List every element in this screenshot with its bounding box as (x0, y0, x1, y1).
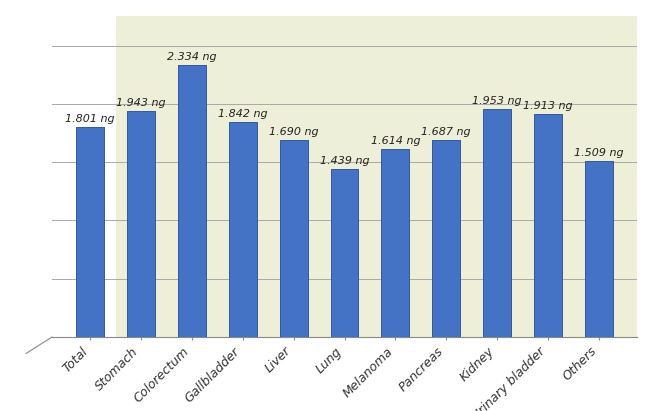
Text: 1.842 ng: 1.842 ng (218, 109, 268, 119)
Bar (382, 149, 410, 337)
Text: 1.943 ng: 1.943 ng (116, 97, 166, 108)
Text: 1.439 ng: 1.439 ng (320, 156, 369, 166)
Text: 1.690 ng: 1.690 ng (269, 127, 318, 137)
Text: 1.687 ng: 1.687 ng (421, 127, 471, 137)
Bar (229, 122, 257, 337)
Bar (432, 141, 460, 337)
Bar (534, 114, 562, 337)
Bar (280, 140, 307, 337)
Bar (127, 111, 155, 337)
Bar (483, 109, 511, 337)
Bar (382, 149, 410, 337)
Bar (330, 169, 359, 337)
Text: 2.334 ng: 2.334 ng (167, 52, 216, 62)
Bar (229, 122, 257, 337)
Bar (483, 109, 511, 337)
Bar (178, 65, 206, 337)
Bar (76, 127, 104, 337)
Bar (534, 114, 562, 337)
Text: 1.509 ng: 1.509 ng (574, 148, 623, 158)
Bar (432, 141, 460, 337)
Bar (116, 16, 650, 337)
Bar (127, 111, 155, 337)
Text: 1.614 ng: 1.614 ng (370, 136, 420, 146)
Bar (585, 161, 613, 337)
Text: 1.913 ng: 1.913 ng (523, 101, 573, 111)
Bar (585, 161, 613, 337)
Bar (178, 65, 206, 337)
Text: 1.801 ng: 1.801 ng (66, 114, 115, 124)
Bar (280, 140, 307, 337)
Bar (76, 127, 104, 337)
Bar (330, 169, 359, 337)
Text: 1.953 ng: 1.953 ng (473, 97, 522, 106)
